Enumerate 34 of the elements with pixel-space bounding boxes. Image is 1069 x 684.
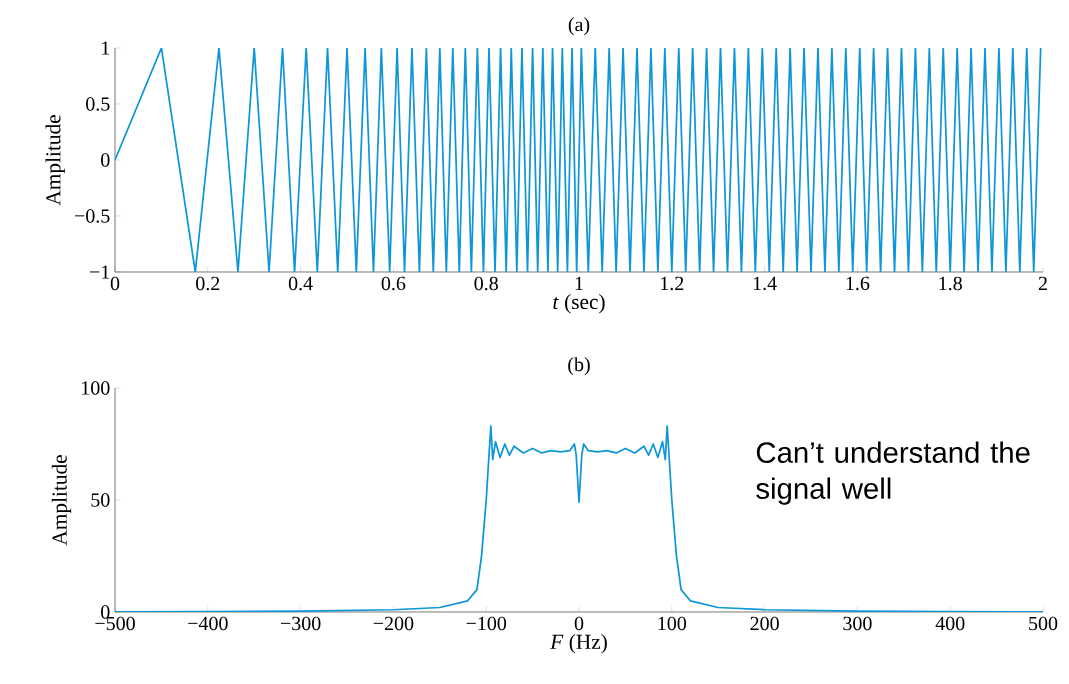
y-axis-title: Amplitude <box>45 115 65 206</box>
x-tick-label: −100 <box>466 616 507 631</box>
x-tick-label: 0.4 <box>288 276 313 291</box>
y-tick-label: −1 <box>90 265 110 279</box>
y-tick-label: 1 <box>102 41 110 55</box>
x-axis-title: F (Hz) <box>550 634 607 654</box>
y-tick-label: 0 <box>101 153 110 167</box>
x-tick-label: 1.6 <box>846 276 870 291</box>
x-tick-label: 1 <box>575 276 583 290</box>
x-tick-label: 0.6 <box>381 276 406 291</box>
x-tick-label: −300 <box>280 616 321 631</box>
x-tick-label: 0.8 <box>474 276 498 291</box>
x-tick-label: 100 <box>658 616 687 631</box>
y-tick-label: 0.5 <box>86 97 110 111</box>
x-tick-label: 500 <box>1029 616 1058 631</box>
chart-title: (b) <box>568 357 590 376</box>
chart-title: (a) <box>568 17 590 36</box>
x-tick-label: 0 <box>574 616 584 631</box>
x-tick-label: 1.2 <box>661 276 684 291</box>
x-tick-label: 1.4 <box>753 276 777 291</box>
x-tick-label: 1.8 <box>939 276 962 291</box>
annotation: Can’t understand the signal well <box>756 441 1030 505</box>
x-tick-label: 0.2 <box>196 276 220 291</box>
y-tick-label: −0.5 <box>75 209 110 223</box>
x-tick-label: 200 <box>750 616 779 631</box>
x-tick-label: −200 <box>373 616 414 631</box>
x-tick-label: 400 <box>935 616 965 631</box>
x-tick-label: 2 <box>1038 276 1047 290</box>
y-tick-label: 100 <box>82 381 110 395</box>
x-tick-label: −400 <box>188 616 228 631</box>
y-axis-title: Amplitude <box>51 455 72 546</box>
x-tick-label: 300 <box>843 616 872 631</box>
x-axis-title: t (sec) <box>553 294 605 314</box>
y-tick-label: 50 <box>91 493 110 507</box>
